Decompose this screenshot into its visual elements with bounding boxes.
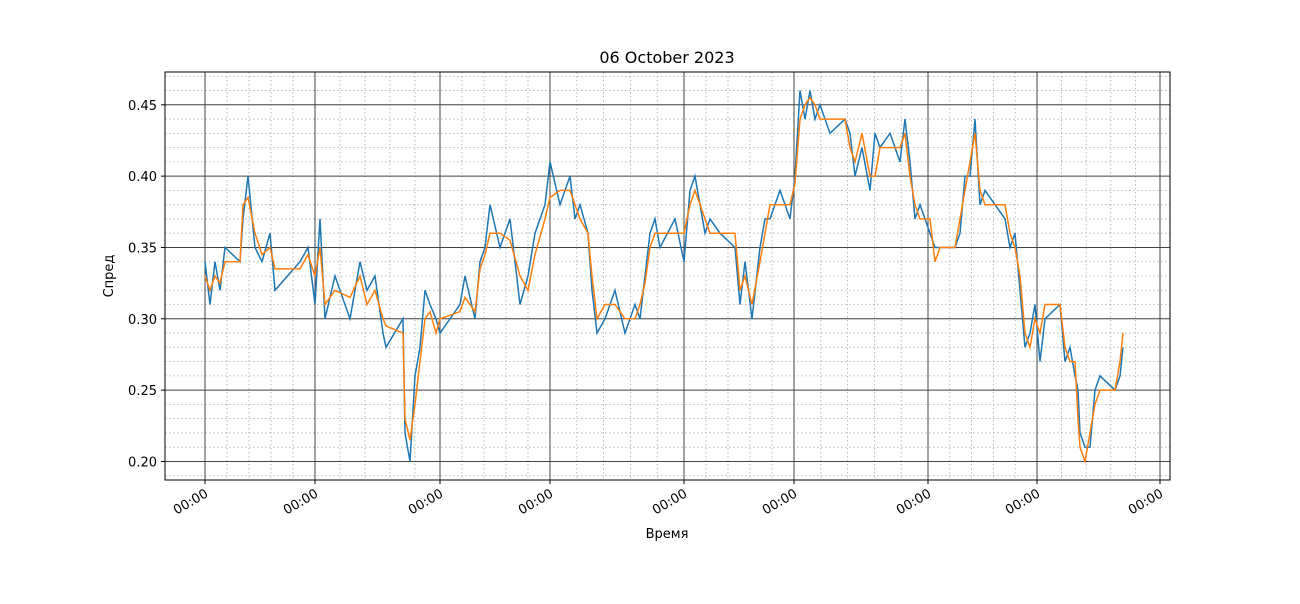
series-line <box>204 96 1124 465</box>
x-axis-label: Время <box>646 527 689 542</box>
x-tick-label: 00:00 <box>281 486 321 518</box>
y-tick-label: 0.20 <box>128 455 157 470</box>
x-tick-label: 00:00 <box>760 486 800 518</box>
y-axis-label: Спред <box>102 255 117 298</box>
x-tick-label: 00:00 <box>1003 486 1043 518</box>
x-tick-label: 00:00 <box>1126 486 1166 518</box>
chart-title: 06 October 2023 <box>599 48 734 67</box>
y-tick-label: 0.25 <box>128 384 157 399</box>
y-tick-label: 0.30 <box>128 313 157 328</box>
x-tick-label: 00:00 <box>650 486 690 518</box>
y-tick-label: 0.40 <box>128 170 157 185</box>
x-tick-label: 00:00 <box>516 486 556 518</box>
y-tick-label: 0.45 <box>128 99 157 114</box>
y-tick-label: 0.35 <box>128 241 157 256</box>
x-tick-label: 00:00 <box>171 486 211 518</box>
x-tick-label: 00:00 <box>894 486 934 518</box>
x-tick-label: 00:00 <box>406 486 446 518</box>
plot-frame <box>164 71 1171 481</box>
